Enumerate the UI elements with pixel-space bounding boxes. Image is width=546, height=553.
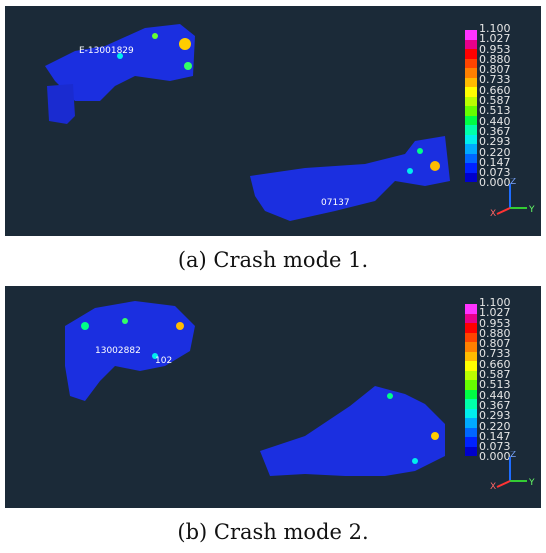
crash-mode-1-geometry bbox=[45, 24, 450, 221]
legend-swatch bbox=[465, 323, 477, 333]
legend-value-label: 1.100 bbox=[479, 22, 511, 35]
legend-color-bar bbox=[465, 30, 477, 182]
legend-swatch bbox=[465, 370, 477, 380]
legend-value-label: 0.000 bbox=[479, 176, 511, 190]
axis-triad: Z X Y bbox=[490, 451, 535, 491]
legend-value-label: 0.587 bbox=[479, 94, 511, 108]
legend-value-label: 0.880 bbox=[479, 52, 511, 66]
axis-y-label: Y bbox=[528, 478, 535, 488]
upper-left-component bbox=[65, 301, 195, 401]
legend-value-label: 0.587 bbox=[479, 368, 511, 382]
legend-value-label: 0.807 bbox=[479, 337, 511, 351]
legend-values: 1.100 1.027 0.953 0.880 0.807 0.733 0.660 0.587… bbox=[479, 22, 511, 190]
legend-value-label: 0.953 bbox=[479, 42, 511, 56]
upper-left-leg bbox=[47, 84, 75, 124]
legend-swatch bbox=[465, 163, 477, 173]
legend-value-label: 0.220 bbox=[479, 145, 511, 159]
legend-swatch bbox=[465, 30, 477, 40]
legend-swatch bbox=[465, 304, 477, 314]
legend-value-label: 0.293 bbox=[479, 409, 511, 423]
legend-value-label: 0.440 bbox=[479, 388, 511, 402]
axis-z-label: Z bbox=[510, 451, 516, 460]
caption-crash-mode-2: (b) Crash mode 2. bbox=[177, 520, 369, 544]
axis-triad: Z X Y bbox=[490, 178, 535, 218]
legend-swatch bbox=[465, 115, 477, 125]
contour-plot-crash-mode-2: 13002882 102 1.100 1.027 0.953 0.880 0.807 0.… bbox=[5, 286, 541, 508]
legend-value-label: 0.367 bbox=[479, 124, 511, 138]
legend-value-label: 0.807 bbox=[479, 63, 511, 77]
legend-value-label: 0.367 bbox=[479, 398, 511, 412]
legend-swatch bbox=[465, 77, 477, 87]
legend-swatch bbox=[465, 172, 477, 182]
legend-swatch bbox=[465, 58, 477, 68]
legend-value-label: 0.513 bbox=[479, 104, 511, 118]
legend-swatch bbox=[465, 446, 477, 456]
legend-swatch bbox=[465, 342, 477, 352]
legend-value-label: 0.440 bbox=[479, 114, 511, 128]
legend-swatch bbox=[465, 87, 477, 97]
legend-value-label: 0.660 bbox=[479, 357, 511, 371]
legend-swatch bbox=[465, 153, 477, 163]
caption-crash-mode-1: (a) Crash mode 1. bbox=[177, 248, 369, 272]
legend-value-label: 0.733 bbox=[479, 73, 511, 87]
legend-value-label: 0.513 bbox=[479, 378, 511, 392]
part-label: E-13001829 bbox=[79, 46, 134, 56]
legend-value-label: 1.100 bbox=[479, 296, 511, 309]
legend-swatch bbox=[465, 49, 477, 59]
legend-value-label: 0.293 bbox=[479, 135, 511, 149]
legend-value-label: 0.000 bbox=[479, 450, 511, 464]
legend-swatch bbox=[465, 389, 477, 399]
legend-swatch bbox=[465, 408, 477, 418]
legend-value-label: 1.027 bbox=[479, 306, 511, 320]
legend-swatch bbox=[465, 351, 477, 361]
lower-right-component bbox=[260, 386, 445, 476]
legend-value-label: 0.953 bbox=[479, 316, 511, 330]
legend-value-label: 0.220 bbox=[479, 419, 511, 433]
legend-swatch bbox=[465, 418, 477, 428]
contour-plot-crash-mode-1: E-13001829 07137 1.100 1.027 0.953 0.880 0.8… bbox=[5, 6, 541, 236]
part-label: 13002882 bbox=[95, 346, 141, 356]
lower-right-component bbox=[250, 136, 450, 221]
legend-swatch bbox=[465, 39, 477, 49]
color-legend: 1.100 1.027 0.953 0.880 0.807 0.733 0.660 0.587… bbox=[465, 297, 529, 463]
axis-y-label: Y bbox=[528, 205, 535, 215]
legend-swatch bbox=[465, 380, 477, 390]
legend-swatch bbox=[465, 68, 477, 78]
legend-color-bar bbox=[465, 304, 477, 456]
legend-values: 1.100 1.027 0.953 0.880 0.807 0.733 0.660 0.587… bbox=[479, 296, 511, 464]
legend-value-label: 0.073 bbox=[479, 440, 511, 454]
legend-value-label: 0.733 bbox=[479, 347, 511, 361]
legend-swatch bbox=[465, 134, 477, 144]
crash-mode-2-geometry bbox=[65, 301, 445, 476]
axis-z-label: Z bbox=[510, 178, 516, 187]
legend-value-label: 0.147 bbox=[479, 429, 511, 443]
legend-value-label: 0.147 bbox=[479, 155, 511, 169]
legend-swatch bbox=[465, 332, 477, 342]
legend-swatch bbox=[465, 106, 477, 116]
legend-value-label: 0.073 bbox=[479, 166, 511, 180]
legend-value-label: 1.027 bbox=[479, 32, 511, 46]
color-legend: 1.100 1.027 0.953 0.880 0.807 0.733 0.660 0.587… bbox=[465, 23, 529, 200]
part-label: 07137 bbox=[321, 198, 350, 208]
legend-swatch bbox=[465, 361, 477, 371]
legend-value-label: 0.880 bbox=[479, 326, 511, 340]
part-label: 102 bbox=[155, 356, 173, 366]
legend-swatch bbox=[465, 144, 477, 154]
legend-swatch bbox=[465, 96, 477, 106]
legend-swatch bbox=[465, 399, 477, 409]
upper-left-component bbox=[45, 24, 195, 101]
axis-x-label: X bbox=[490, 482, 496, 491]
legend-swatch bbox=[465, 437, 477, 447]
legend-swatch bbox=[465, 427, 477, 437]
legend-swatch bbox=[465, 313, 477, 323]
axis-x-label: X bbox=[490, 209, 496, 218]
legend-swatch bbox=[465, 125, 477, 135]
legend-value-label: 0.660 bbox=[479, 83, 511, 97]
